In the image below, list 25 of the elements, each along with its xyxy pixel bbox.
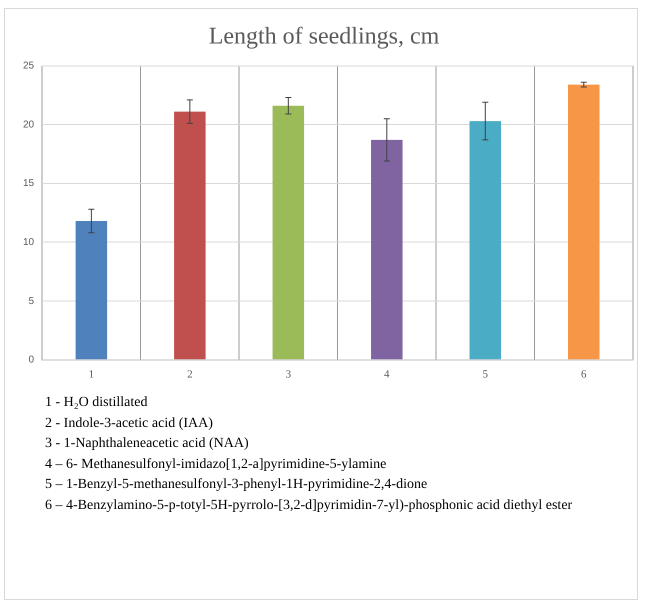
bar bbox=[174, 112, 206, 360]
text: 1 - H₂O distillated bbox=[45, 394, 148, 412]
y-tick-label: 0 bbox=[28, 354, 35, 366]
chart-title: Length of seedlings, cm bbox=[208, 24, 440, 50]
y-tick-label: 25 bbox=[23, 60, 35, 72]
x-tick-label: 3 bbox=[286, 368, 292, 380]
text: 5 – 1-Benzyl-5-methanesulfonyl-3-phenyl-1H-pyrimidine-2,4-dione bbox=[45, 476, 428, 494]
bar bbox=[76, 221, 108, 360]
text: 2 - Indole-3-acetic acid (IAA) bbox=[45, 414, 214, 432]
bar bbox=[470, 121, 502, 360]
x-tick-label: 4 bbox=[384, 368, 390, 380]
text: 3 - 1-Naphthaleneacetic acid (NAA) bbox=[45, 435, 250, 453]
bar bbox=[371, 140, 403, 360]
y-tick-label: 10 bbox=[23, 236, 35, 248]
y-tick-label: 15 bbox=[23, 178, 35, 190]
text: 6 – 4-Benzylamino-5-p-totyl-5H-pyrrolo-[3,2-d]pyrimidin-7-yl)-phosphonic acid diethyl ester bbox=[45, 496, 574, 514]
bar bbox=[272, 106, 304, 360]
x-tick-label: 1 bbox=[88, 368, 94, 380]
x-tick-label: 5 bbox=[482, 368, 489, 380]
x-tick-label: 2 bbox=[187, 368, 193, 380]
bar bbox=[568, 84, 600, 360]
text: 4 – 6- Methanesulfonyl-imidazo[1,2-a]pyrimidine-5-ylamine bbox=[45, 456, 388, 474]
x-tick-label: 6 bbox=[581, 368, 588, 380]
y-tick-label: 20 bbox=[23, 119, 35, 130]
y-tick-label: 5 bbox=[28, 296, 35, 307]
